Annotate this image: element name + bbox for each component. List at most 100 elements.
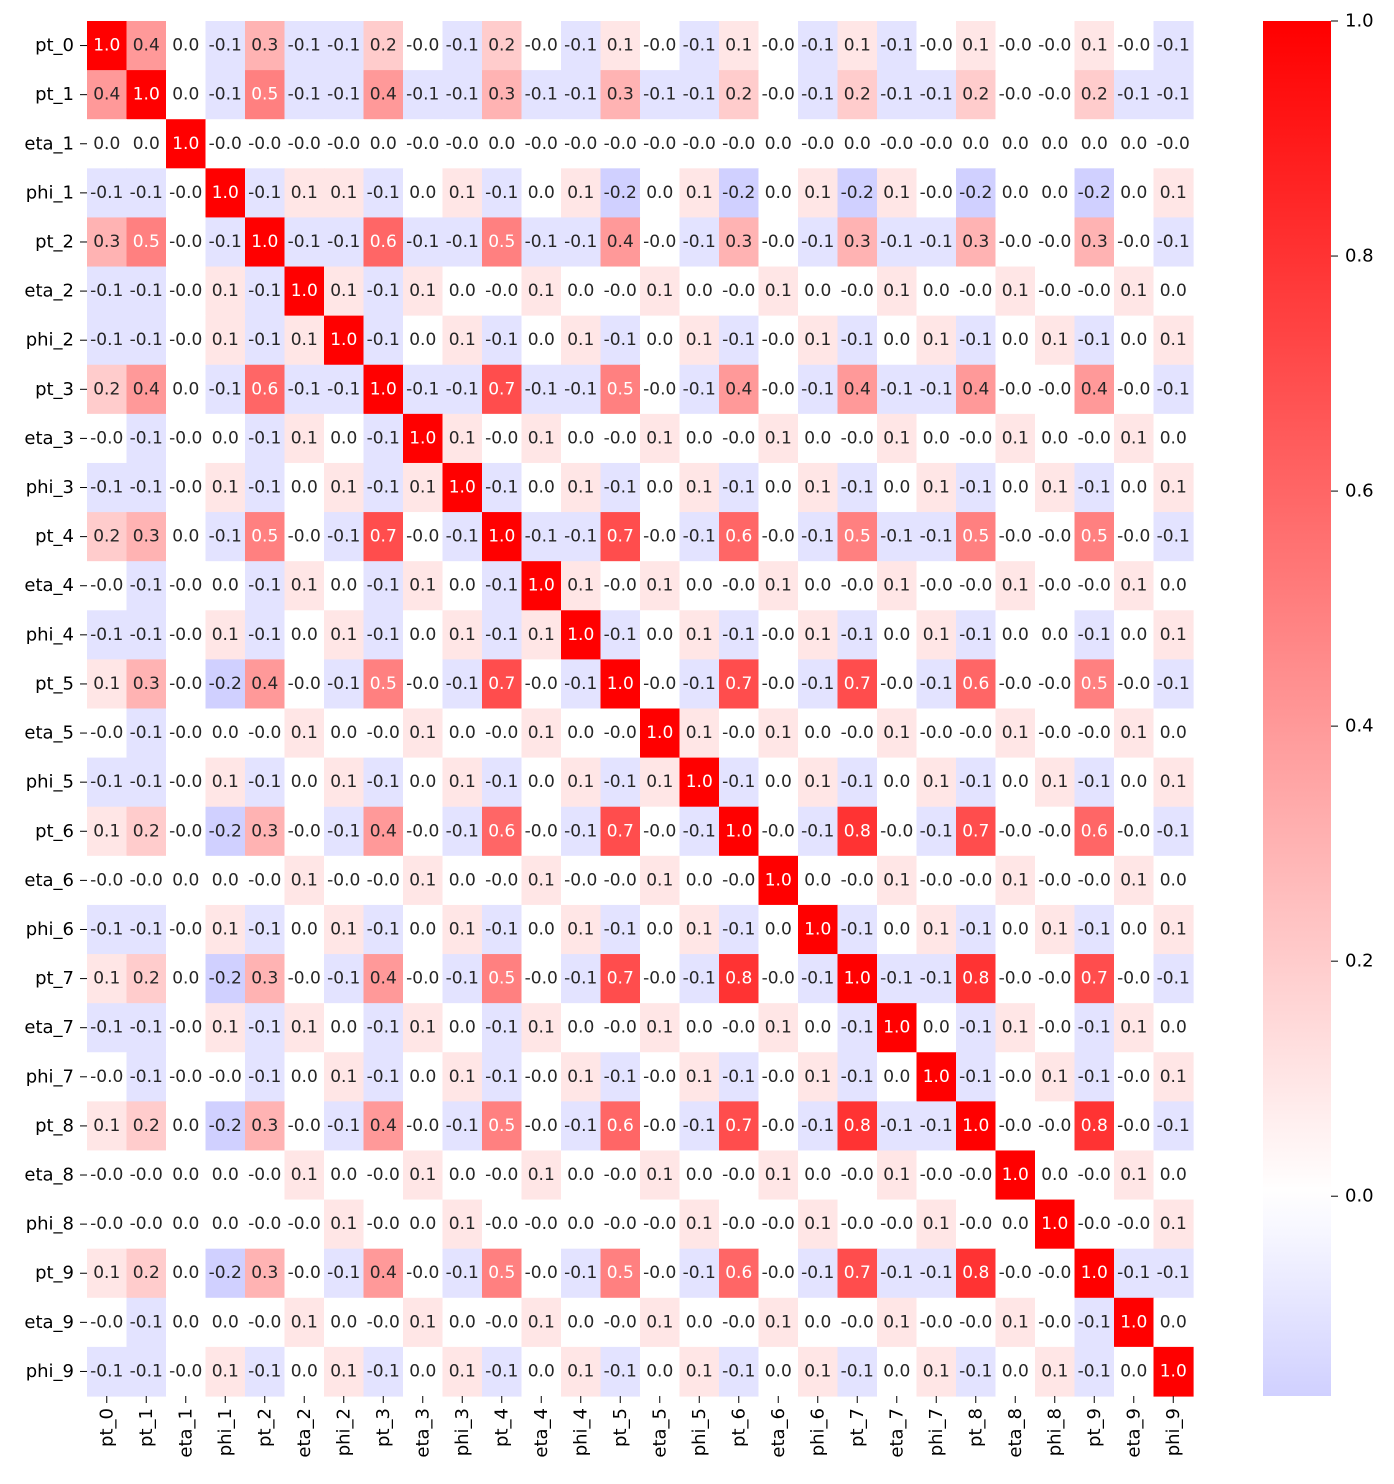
y-tick-label: eta_9 <box>24 1312 74 1333</box>
heatmap-cell <box>679 315 720 366</box>
heatmap-cell <box>916 217 957 268</box>
heatmap-cell <box>1114 119 1155 169</box>
heatmap-cell <box>1035 70 1076 120</box>
heatmap-cell <box>995 610 1036 660</box>
cell-value-label: 0.2 <box>133 1116 160 1136</box>
cell-value-label: -0.1 <box>801 85 834 105</box>
heatmap-cell <box>719 462 760 513</box>
heatmap-cell <box>1074 757 1115 808</box>
cell-value-label: -0.1 <box>604 772 637 792</box>
heatmap-cell <box>205 462 246 513</box>
x-axis: pt_0 pt_1 eta_1 phi_1 pt_2 eta_2 phi_2 pt_3 eta_… <box>96 1396 1184 1458</box>
cell-value-label: -0.1 <box>1157 1116 1190 1136</box>
cell-value-label: 0.0 <box>449 1312 476 1332</box>
cell-value-label: 0.5 <box>488 232 515 252</box>
heatmap-cell <box>166 855 207 906</box>
cell-value-label: 0.1 <box>291 1165 318 1185</box>
cell-value-label: -0.0 <box>959 281 992 301</box>
cell-value-label: 1.0 <box>765 870 792 890</box>
heatmap-cell <box>403 21 444 71</box>
heatmap-cell <box>482 413 523 464</box>
cell-value-label: 0.0 <box>172 527 199 547</box>
cell-value-label: 0.1 <box>1041 919 1068 939</box>
heatmap-cell <box>1035 1248 1076 1299</box>
y-tick-label: eta_8 <box>24 1165 74 1186</box>
cell-value-label: 0.0 <box>212 1312 239 1332</box>
heatmap-cell <box>877 70 918 120</box>
heatmap-cell <box>640 217 681 268</box>
y-tick-label: eta_4 <box>24 575 74 596</box>
heatmap-cell <box>442 119 483 169</box>
heatmap-cell <box>877 954 918 1004</box>
cell-value-label: 0.0 <box>1120 478 1147 498</box>
colorbar-ticks: 0.00.20.40.60.81.0 <box>1331 11 1374 1207</box>
cell-value-label: 0.1 <box>1002 428 1029 448</box>
heatmap-cell <box>87 610 128 660</box>
heatmap-cell <box>600 512 641 562</box>
cell-value-label: 0.7 <box>488 379 515 399</box>
heatmap-cell <box>916 708 957 759</box>
cell-value-label: 0.1 <box>291 1018 318 1038</box>
cell-value-label: -0.0 <box>485 1214 518 1234</box>
heatmap-cell <box>679 659 720 710</box>
heatmap-cell <box>719 561 760 611</box>
heatmap-cell <box>995 1248 1036 1299</box>
heatmap-cell <box>205 168 246 219</box>
heatmap-cell <box>600 1003 641 1053</box>
cell-value-label: 0.1 <box>528 723 555 743</box>
heatmap-cell <box>995 21 1036 71</box>
heatmap-cell <box>363 954 404 1004</box>
cell-value-label: 0.1 <box>765 1312 792 1332</box>
heatmap-cell <box>482 610 523 660</box>
cell-value-label: 0.1 <box>212 919 239 939</box>
heatmap-cell <box>521 1150 562 1201</box>
heatmap-cell <box>1035 168 1076 219</box>
cell-value-label: 0.0 <box>1002 1214 1029 1234</box>
heatmap-cell <box>87 315 128 366</box>
heatmap-cell <box>126 904 167 955</box>
cell-value-label: -0.0 <box>762 1214 795 1234</box>
heatmap-cell <box>403 1003 444 1053</box>
cell-value-label: 0.4 <box>251 674 278 694</box>
heatmap-cell <box>758 217 799 268</box>
cell-value-label: 0.1 <box>1002 1312 1029 1332</box>
cell-value-label: -0.0 <box>604 1018 637 1038</box>
cell-value-label: -0.0 <box>999 1116 1032 1136</box>
cell-value-label: -0.1 <box>367 772 400 792</box>
cell-value-label: -0.1 <box>367 1361 400 1381</box>
heatmap-cell <box>1114 512 1155 562</box>
cell-value-label: -0.0 <box>762 1263 795 1283</box>
cell-value-label: -0.0 <box>1157 134 1190 154</box>
heatmap-cell <box>561 1297 602 1348</box>
heatmap-cell <box>442 855 483 906</box>
heatmap-cell <box>324 1346 365 1397</box>
heatmap-cell <box>1074 1052 1115 1102</box>
heatmap-cell <box>758 1003 799 1053</box>
heatmap-cell <box>363 1150 404 1201</box>
heatmap-cell <box>482 168 523 219</box>
heatmap-cell <box>442 21 483 71</box>
heatmap-cell <box>324 315 365 366</box>
heatmap-cell <box>916 266 957 317</box>
cell-value-label: -0.1 <box>327 527 360 547</box>
cell-value-label: -0.1 <box>564 1116 597 1136</box>
cell-value-label: -0.1 <box>1078 625 1111 645</box>
cell-value-label: 0.0 <box>1002 1361 1029 1381</box>
cell-value-label: -0.1 <box>209 379 242 399</box>
y-tick-label: phi_7 <box>26 1066 74 1087</box>
heatmap-cell <box>877 610 918 660</box>
cell-value-label: 0.0 <box>686 1018 713 1038</box>
cell-value-label: -0.0 <box>643 134 676 154</box>
heatmap-cell <box>758 1052 799 1102</box>
cell-value-label: -0.1 <box>880 379 913 399</box>
heatmap-cell <box>995 1346 1036 1397</box>
heatmap-cell <box>87 21 128 71</box>
heatmap-cell <box>521 168 562 219</box>
cell-value-label: -0.0 <box>525 1067 558 1087</box>
cell-value-label: -0.1 <box>920 232 953 252</box>
heatmap-cell <box>600 659 641 710</box>
heatmap-cell <box>245 512 286 562</box>
cell-value-label: 0.1 <box>212 625 239 645</box>
heatmap-cell <box>1153 757 1194 808</box>
heatmap-cell <box>166 561 207 611</box>
